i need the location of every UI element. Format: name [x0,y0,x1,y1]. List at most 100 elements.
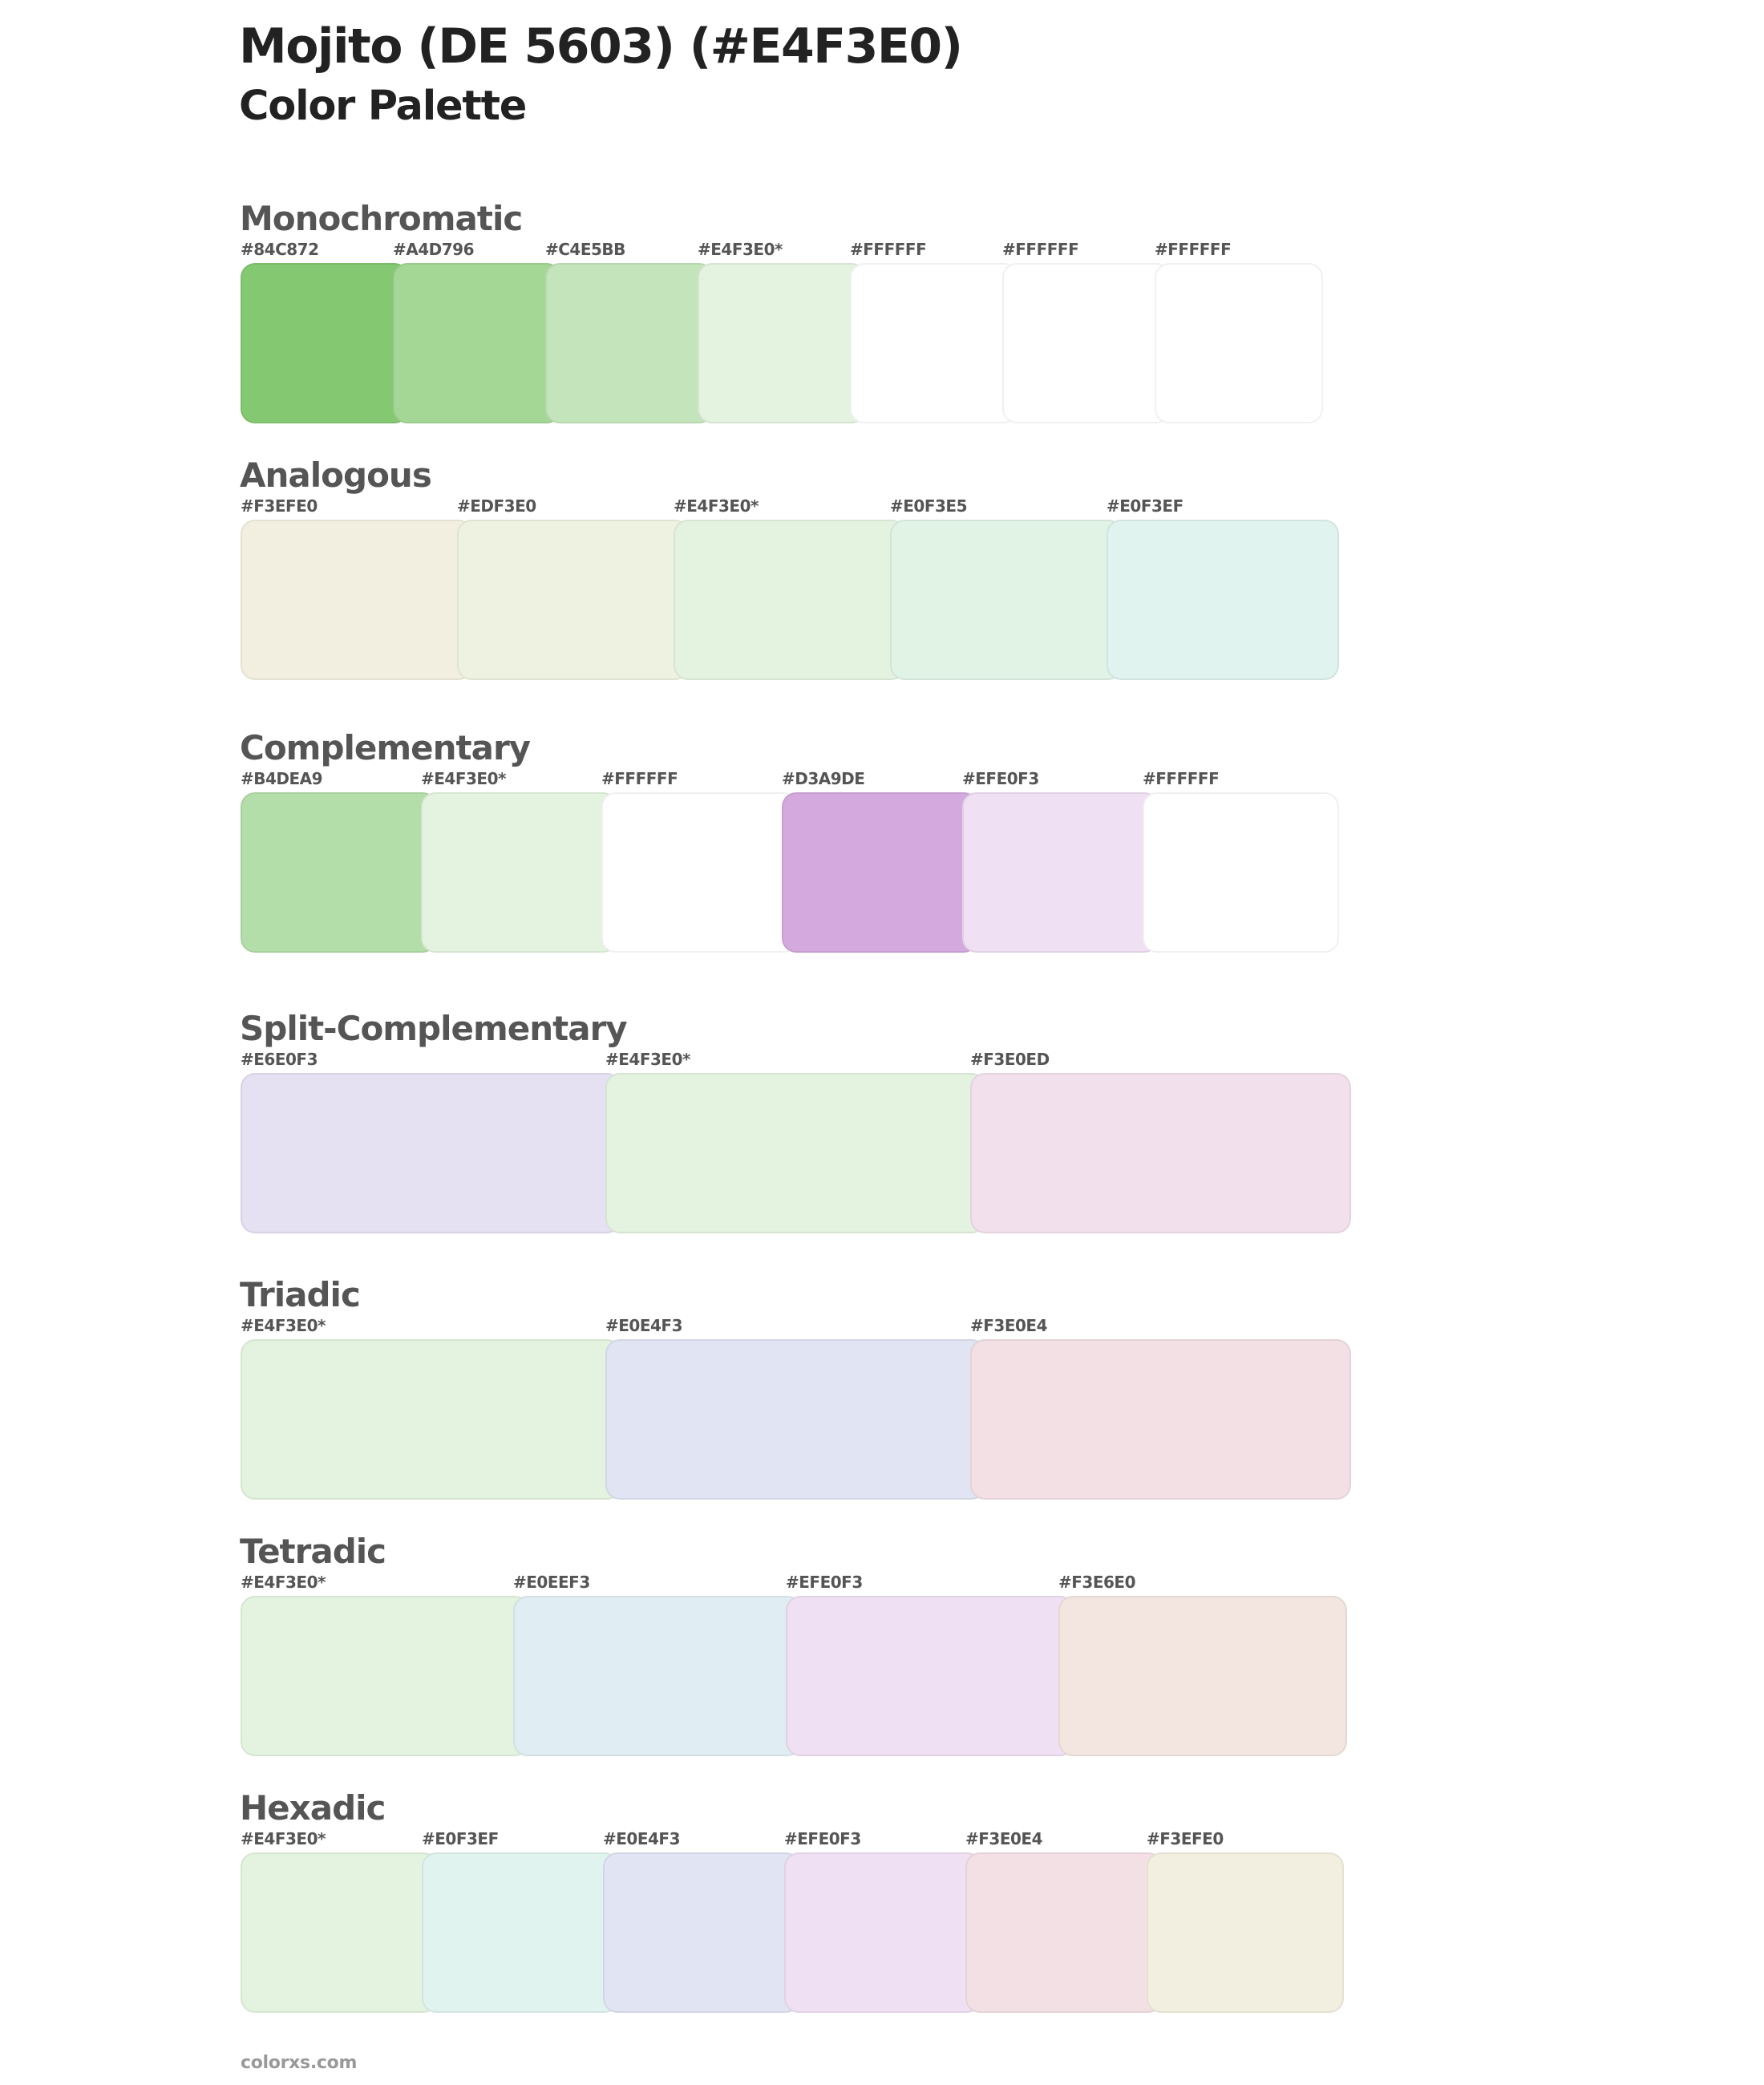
swatch-color-chip[interactable] [241,792,437,953]
swatch-color-chip[interactable] [962,792,1159,953]
swatch-color-chip[interactable] [1147,1852,1344,2013]
color-swatch[interactable]: #F3E6E0 [1058,1573,1347,1756]
swatch-hex-label: #C4E5BB [545,240,625,259]
color-swatch[interactable]: #F3E0E4 [965,1829,1163,2013]
swatch-color-chip[interactable] [786,1596,1074,1756]
color-swatch[interactable]: #E0F3EF [1107,496,1339,680]
swatch-hex-label: #F3EFE0 [1147,1829,1224,1848]
color-swatch[interactable]: #F3EFE0 [1147,1829,1344,2013]
section-heading: Complementary [240,728,531,767]
swatch-row: #F3EFE0 #EDF3E0 #E4F3E0* #E0F3E5 #E0F3EF [241,496,1379,680]
color-swatch[interactable]: #E4F3E0* [241,1316,621,1500]
swatch-color-chip[interactable] [241,1339,621,1500]
section-analogous: Analogous #F3EFE0 #EDF3E0 #E4F3E0* #E0F3E5 #… [240,455,1379,688]
swatch-row: #E4F3E0* #E0F3EF #E0E4F3 #EFE0F3 #F3E0E4 #F3E… [241,1829,1379,2013]
swatch-color-chip[interactable] [890,520,1123,680]
swatch-color-chip[interactable] [1058,1596,1347,1756]
swatch-color-chip[interactable] [241,520,473,680]
color-swatch[interactable]: #E0F3EF [422,1829,619,2013]
color-swatch[interactable]: #D3A9DE [782,769,978,953]
color-swatch[interactable]: #EFE0F3 [962,769,1159,953]
swatch-color-chip[interactable] [241,263,409,423]
swatch-row: #E6E0F3 #E4F3E0* #F3E0ED [241,1050,1379,1233]
swatch-color-chip[interactable] [457,520,690,680]
swatch-hex-label: #E4F3E0* [241,1316,326,1335]
swatch-hex-label: #E0E4F3 [605,1316,683,1335]
swatch-color-chip[interactable] [1155,263,1323,423]
swatch-color-chip[interactable] [850,263,1018,423]
color-swatch[interactable]: #E4F3E0* [241,1829,438,2013]
footer-site-link[interactable]: colorxs.com [241,2053,358,2073]
color-swatch[interactable]: #E4F3E0* [698,240,866,423]
color-swatch[interactable]: #A4D796 [393,240,561,423]
swatch-color-chip[interactable] [513,1596,802,1756]
color-swatch[interactable]: #E0EEF3 [513,1573,802,1756]
color-swatch[interactable]: #E4F3E0* [421,769,617,953]
section-split-complementary: Split-Complementary #E6E0F3 #E4F3E0* #F3E0… [240,1009,1379,1241]
color-swatch[interactable]: #FFFFFF [1143,769,1339,953]
color-swatch[interactable]: #C4E5BB [545,240,714,423]
section-hexadic: Hexadic #E4F3E0* #E0F3EF #E0E4F3 #EFE0F3 #F3… [240,1788,1379,2021]
swatch-color-chip[interactable] [603,1852,800,2013]
swatch-color-chip[interactable] [782,792,978,953]
page-title: Mojito (DE 5603) (#E4F3E0) [239,18,963,75]
color-swatch[interactable]: #EDF3E0 [457,496,690,680]
section-tetradic: Tetradic #E4F3E0* #E0EEF3 #EFE0F3 #F3E6E0 [240,1532,1379,1764]
swatch-row: #84C872 #A4D796 #C4E5BB #E4F3E0* #FFFFFF #FFF… [241,240,1379,423]
color-swatch[interactable]: #E0E4F3 [605,1316,986,1500]
color-swatch[interactable]: #EFE0F3 [784,1829,981,2013]
color-swatch[interactable]: #84C872 [241,240,409,423]
swatch-hex-label: #E0F3E5 [890,496,968,516]
swatch-color-chip[interactable] [965,1852,1163,2013]
color-swatch[interactable]: #FFFFFF [850,240,1018,423]
swatch-color-chip[interactable] [545,263,714,423]
swatch-color-chip[interactable] [1107,520,1339,680]
color-swatch[interactable]: #F3E0ED [970,1050,1351,1233]
color-swatch[interactable]: #FFFFFF [601,769,798,953]
swatch-hex-label: #FFFFFF [601,769,678,788]
color-swatch[interactable]: #F3E0E4 [970,1316,1351,1500]
color-swatch[interactable]: #E4F3E0* [605,1050,986,1233]
swatch-color-chip[interactable] [674,520,906,680]
swatch-hex-label: #EFE0F3 [786,1573,863,1592]
swatch-hex-label: #F3E6E0 [1058,1573,1136,1592]
swatch-hex-label: #E0F3EF [1107,496,1183,516]
swatch-color-chip[interactable] [784,1852,981,2013]
color-swatch[interactable]: #FFFFFF [1155,240,1323,423]
swatch-color-chip[interactable] [241,1852,438,2013]
color-swatch[interactable]: #FFFFFF [1002,240,1171,423]
swatch-hex-label: #F3EFE0 [241,496,318,516]
swatch-hex-label: #E4F3E0* [698,240,783,259]
swatch-hex-label: #E0EEF3 [513,1573,590,1592]
swatch-hex-label: #FFFFFF [1143,769,1220,788]
color-swatch[interactable]: #B4DEA9 [241,769,437,953]
color-swatch[interactable]: #E4F3E0* [674,496,906,680]
color-swatch[interactable]: #E0F3E5 [890,496,1123,680]
swatch-hex-label: #FFFFFF [850,240,927,259]
swatch-color-chip[interactable] [241,1073,621,1233]
swatch-color-chip[interactable] [605,1073,986,1233]
color-swatch[interactable]: #EFE0F3 [786,1573,1074,1756]
color-swatch[interactable]: #F3EFE0 [241,496,473,680]
swatch-color-chip[interactable] [698,263,866,423]
color-swatch[interactable]: #E4F3E0* [241,1573,529,1756]
section-triadic: Triadic #E4F3E0* #E0E4F3 #F3E0E4 [240,1275,1379,1508]
swatch-color-chip[interactable] [970,1073,1351,1233]
swatch-color-chip[interactable] [421,792,617,953]
swatch-color-chip[interactable] [970,1339,1351,1500]
swatch-color-chip[interactable] [1143,792,1339,953]
swatch-hex-label: #E4F3E0* [674,496,759,516]
swatch-hex-label: #E4F3E0* [241,1573,326,1592]
swatch-color-chip[interactable] [241,1596,529,1756]
swatch-color-chip[interactable] [393,263,561,423]
swatch-hex-label: #F3E0ED [970,1050,1050,1069]
color-swatch[interactable]: #E0E4F3 [603,1829,800,2013]
swatch-color-chip[interactable] [601,792,798,953]
swatch-color-chip[interactable] [422,1852,619,2013]
section-heading: Triadic [240,1275,361,1314]
color-swatch[interactable]: #E6E0F3 [241,1050,621,1233]
section-monochromatic: Monochromatic #84C872 #A4D796 #C4E5BB #E4F3… [240,199,1379,431]
swatch-color-chip[interactable] [1002,263,1171,423]
swatch-hex-label: #E6E0F3 [241,1050,318,1069]
swatch-color-chip[interactable] [605,1339,986,1500]
